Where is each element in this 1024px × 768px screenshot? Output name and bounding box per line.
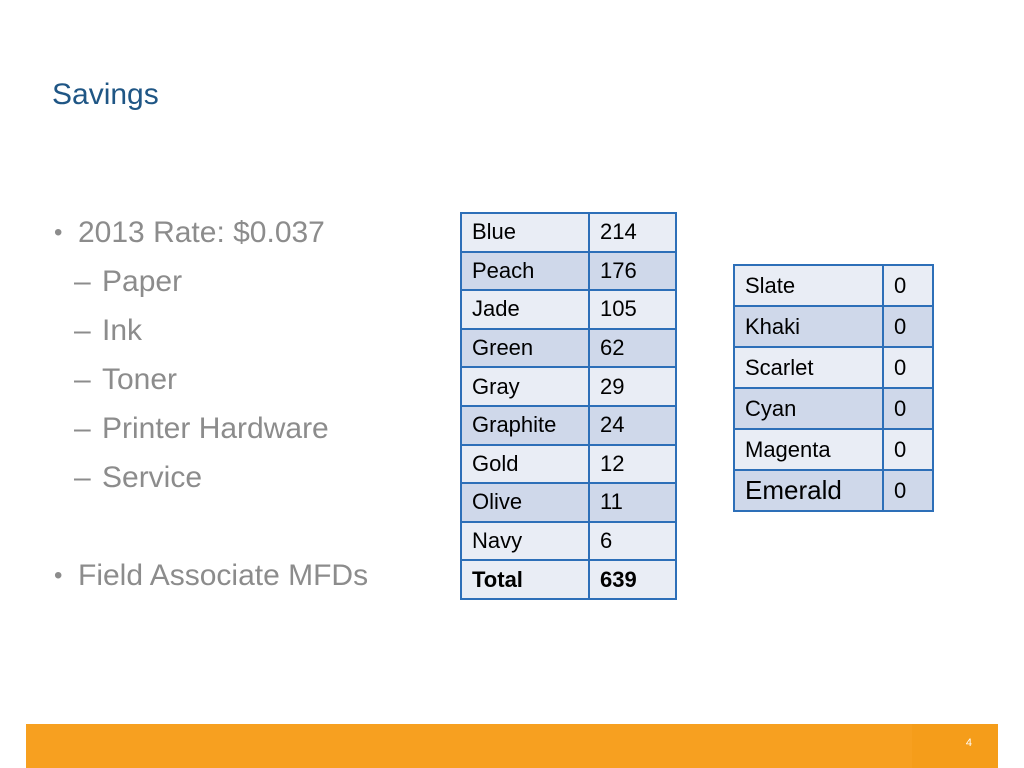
row-name: Gold — [460, 443, 590, 485]
row-value: 105 — [588, 289, 677, 330]
bullet-dot-icon: • — [54, 219, 63, 246]
sub-bullet-text: Printer Hardware — [102, 412, 329, 445]
row-name: Blue — [460, 212, 590, 253]
row-name: Olive — [460, 482, 590, 523]
sub-bullet-ink: – Ink — [52, 306, 368, 355]
table-row: Graphite 24 — [460, 404, 677, 446]
sub-bullet-paper: – Paper — [52, 257, 368, 306]
row-value: 12 — [588, 443, 677, 485]
row-value: 176 — [588, 250, 677, 292]
table-row: Jade 105 — [460, 289, 677, 330]
total-value: 639 — [588, 559, 677, 600]
row-value: 0 — [882, 387, 934, 430]
row-value: 62 — [588, 327, 677, 369]
table-row: Navy 6 — [460, 520, 677, 562]
dash-icon: – — [74, 461, 91, 494]
sub-bullet-text: Ink — [102, 314, 143, 347]
sub-bullet-text: Service — [102, 461, 203, 494]
bullet-list: • 2013 Rate: $0.037 – Paper – Ink – Tone… — [52, 208, 368, 600]
sub-bullet-text: Toner — [102, 363, 178, 396]
table-row: Gold 12 — [460, 443, 677, 485]
row-value: 29 — [588, 366, 677, 407]
row-value: 214 — [588, 212, 677, 253]
footer-accent — [912, 724, 998, 768]
table-row: Magenta 0 — [733, 428, 934, 471]
row-value: 0 — [882, 428, 934, 471]
table-row: Slate 0 — [733, 264, 934, 307]
sub-bullet-toner: – Toner — [52, 355, 368, 404]
bullet-rate: • 2013 Rate: $0.037 — [52, 208, 368, 257]
dash-icon: – — [74, 314, 91, 347]
table-total-row: Total 639 — [460, 559, 677, 600]
dash-icon: – — [74, 265, 91, 298]
row-value: 0 — [882, 469, 934, 512]
row-value: 24 — [588, 404, 677, 446]
row-value: 0 — [882, 305, 934, 348]
row-value: 11 — [588, 482, 677, 523]
bullet-rate-text: 2013 Rate: $0.037 — [78, 216, 325, 249]
table-row: Khaki 0 — [733, 305, 934, 348]
page-number: 4 — [965, 737, 972, 749]
sub-bullet-printer-hardware: – Printer Hardware — [52, 404, 368, 453]
table-row: Gray 29 — [460, 366, 677, 407]
table-row: Olive 11 — [460, 482, 677, 523]
table-row: Green 62 — [460, 327, 677, 369]
footer-bar: 4 — [26, 724, 998, 768]
row-name: Emerald — [733, 469, 884, 512]
row-name: Slate — [733, 264, 884, 307]
row-value: 0 — [882, 346, 934, 389]
table-row: Emerald 0 — [733, 469, 934, 512]
row-name: Graphite — [460, 404, 590, 446]
bullet-mfds: • Field Associate MFDs — [52, 551, 368, 600]
sub-bullet-service: – Service — [52, 453, 368, 502]
row-name: Peach — [460, 250, 590, 292]
row-value: 0 — [882, 264, 934, 307]
row-name: Gray — [460, 366, 590, 407]
row-name: Green — [460, 327, 590, 369]
total-label: Total — [460, 559, 590, 600]
slide-title: Savings — [52, 78, 159, 111]
sub-bullet-text: Paper — [102, 265, 183, 298]
dash-icon: – — [74, 412, 91, 445]
main-count-table: Blue 214 Peach 176 Jade 105 Green 62 Gra… — [460, 212, 677, 600]
bullet-mfds-text: Field Associate MFDs — [78, 559, 369, 592]
table-row: Cyan 0 — [733, 387, 934, 430]
bullet-dot-icon: • — [54, 562, 63, 589]
row-name: Magenta — [733, 428, 884, 471]
row-name: Khaki — [733, 305, 884, 348]
table-row: Blue 214 — [460, 212, 677, 253]
row-value: 6 — [588, 520, 677, 562]
row-name: Scarlet — [733, 346, 884, 389]
row-name: Cyan — [733, 387, 884, 430]
table-row: Scarlet 0 — [733, 346, 934, 389]
bullet-spacer — [52, 502, 368, 551]
dash-icon: – — [74, 363, 91, 396]
row-name: Jade — [460, 289, 590, 330]
zero-count-table: Slate 0 Khaki 0 Scarlet 0 Cyan 0 Magenta… — [733, 264, 934, 512]
row-name: Navy — [460, 520, 590, 562]
table-row: Peach 176 — [460, 250, 677, 292]
